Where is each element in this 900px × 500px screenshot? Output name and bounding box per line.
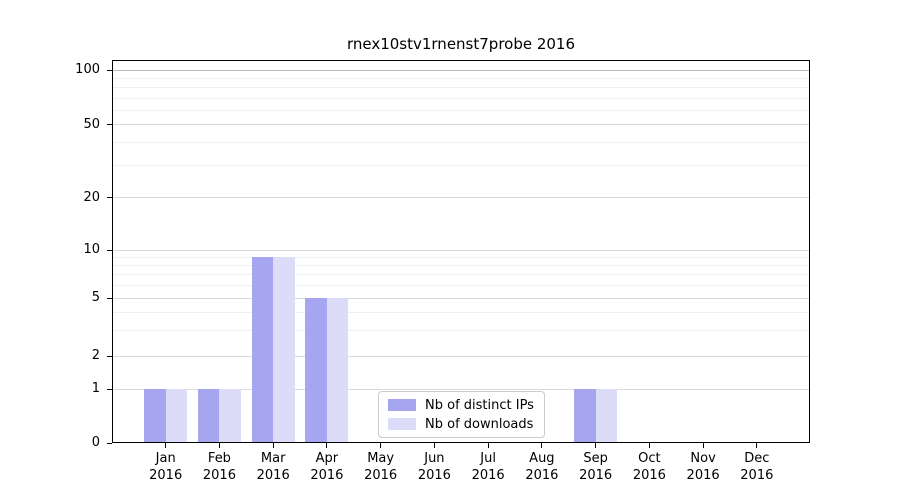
y-tick-label: 5: [91, 290, 100, 305]
gridline-major: [113, 249, 809, 251]
x-tick-label: Apr 2016: [310, 451, 344, 483]
gridline-major: [113, 124, 809, 125]
y-tick-mark: [107, 297, 112, 299]
axes-frame: [112, 60, 810, 443]
bar-downloads: [219, 389, 241, 443]
x-tick-mark: [326, 443, 328, 448]
gridline-minor: [113, 311, 809, 313]
legend: Nb of distinct IPs Nb of downloads: [378, 391, 545, 438]
bar-downloads: [326, 298, 349, 443]
gridline-major: [113, 388, 809, 390]
gridline-minor: [113, 256, 809, 258]
y-tick-mark: [107, 69, 112, 71]
bar-distinct-ips: [144, 389, 166, 443]
x-tick-mark: [165, 443, 167, 448]
legend-label: Nb of downloads: [425, 416, 534, 432]
legend-item: Nb of downloads: [388, 416, 534, 432]
y-tick-mark: [107, 355, 112, 357]
gridline-minor: [113, 77, 809, 79]
x-tick-mark: [541, 443, 543, 448]
bar-distinct-ips: [574, 389, 596, 443]
gridline-major: [113, 197, 809, 198]
y-tick-label: 10: [83, 242, 100, 257]
x-tick-label: Nov 2016: [686, 451, 720, 483]
y-tick-label: 50: [83, 116, 100, 132]
bar-distinct-ips: [305, 298, 327, 443]
y-tick-label: 0: [91, 435, 100, 450]
legend-label: Nb of distinct IPs: [425, 397, 534, 413]
x-tick-mark: [272, 443, 274, 448]
gridline-minor: [113, 274, 809, 276]
x-tick-mark: [648, 443, 650, 448]
gridline-minor: [113, 284, 809, 286]
y-tick-label: 1: [91, 381, 100, 396]
x-tick-label: Mar 2016: [256, 451, 290, 483]
y-tick-mark: [107, 197, 112, 198]
x-tick-label: Jun 2016: [417, 451, 451, 483]
gridline-minor: [113, 109, 809, 111]
x-tick-mark: [433, 443, 435, 448]
gridline-minor: [113, 264, 809, 266]
legend-item: Nb of distinct IPs: [388, 397, 534, 413]
y-tick-label: 20: [83, 189, 100, 205]
gridline-major: [113, 69, 809, 71]
bar-distinct-ips: [197, 389, 220, 443]
x-tick-label: Dec 2016: [740, 451, 774, 483]
x-tick-label: Jan 2016: [149, 451, 183, 483]
x-tick-label: Jul 2016: [471, 451, 505, 483]
bar-distinct-ips: [251, 257, 274, 443]
legend-swatch-downloads: [388, 418, 416, 430]
x-tick-mark: [756, 443, 758, 448]
x-tick-mark: [380, 443, 382, 448]
gridline-minor: [113, 87, 809, 89]
bar-downloads: [273, 257, 295, 443]
x-tick-mark: [218, 443, 220, 448]
y-tick-label: 100: [75, 62, 100, 77]
legend-swatch-distinct-ips: [388, 399, 416, 411]
bar-downloads: [595, 389, 618, 443]
gridline-minor: [113, 164, 809, 166]
gridline-minor: [113, 141, 809, 143]
x-tick-mark: [702, 443, 704, 448]
x-tick-mark: [595, 443, 597, 448]
x-tick-label: Oct 2016: [632, 451, 666, 483]
y-tick-mark: [107, 442, 112, 444]
bar-downloads: [165, 389, 188, 443]
chart-title: rnex10stv1rnenst7probe 2016: [346, 35, 576, 53]
gridline-minor: [113, 97, 809, 99]
x-tick-label: Aug 2016: [525, 451, 559, 483]
y-tick-mark: [107, 249, 112, 251]
gridline-major: [113, 355, 809, 357]
y-tick-mark: [107, 124, 112, 125]
x-tick-label: Feb 2016: [202, 451, 236, 483]
gridline-minor: [113, 329, 809, 331]
x-tick-label: Sep 2016: [579, 451, 613, 483]
x-tick-mark: [487, 443, 489, 448]
y-tick-label: 2: [91, 348, 100, 363]
x-tick-label: May 2016: [364, 451, 398, 483]
y-tick-mark: [107, 388, 112, 390]
gridline-major: [113, 297, 809, 299]
